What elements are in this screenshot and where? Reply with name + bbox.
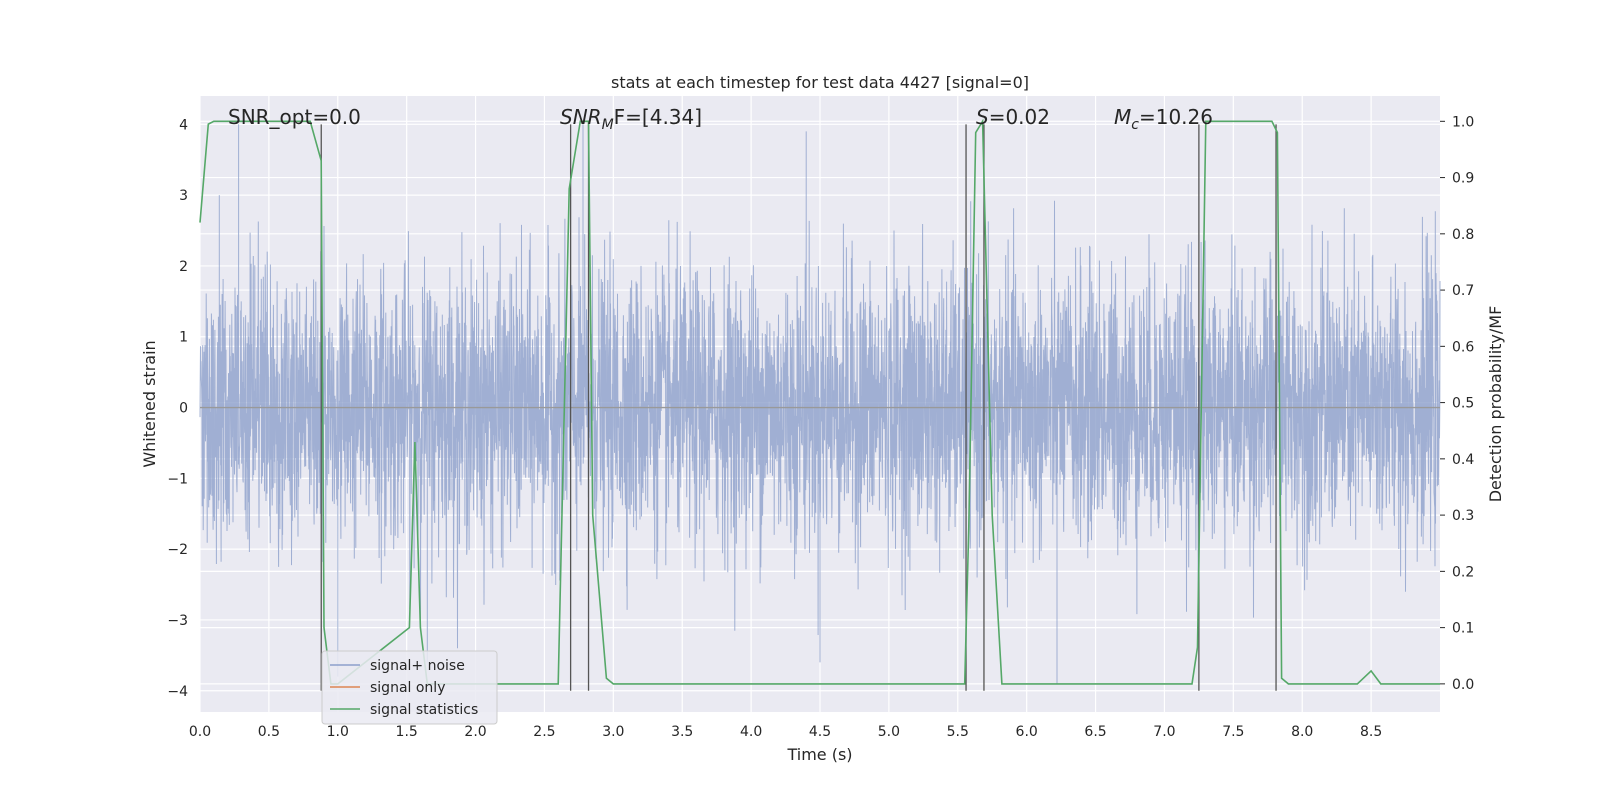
x-tick-label: 0.0 bbox=[189, 724, 211, 740]
x-tick-label: 3.5 bbox=[671, 724, 693, 740]
left-y-tick-labels: 4 3 2 1 0 −1 −2 −3 −4 bbox=[167, 117, 188, 699]
legend-label-signal-statistics: signal statistics bbox=[370, 702, 478, 718]
annotation-snr-opt: SNR_opt=0.0 bbox=[228, 105, 361, 129]
x-tick-label: 5.5 bbox=[947, 724, 969, 740]
legend-label-signal-only: signal only bbox=[370, 680, 445, 696]
left-y-tick-label: 1 bbox=[179, 330, 188, 346]
x-tick-label: 7.0 bbox=[1153, 724, 1175, 740]
legend-label-signal-noise: signal+ noise bbox=[370, 658, 465, 674]
y-axis-label-left: Whitened strain bbox=[140, 340, 159, 467]
right-y-tick-label: 0.9 bbox=[1452, 171, 1474, 187]
x-tick-label: 1.0 bbox=[327, 724, 349, 740]
right-y-tick-label: 0.8 bbox=[1452, 227, 1474, 243]
x-tick-label: 2.0 bbox=[464, 724, 486, 740]
x-axis-label: Time (s) bbox=[786, 745, 852, 764]
annotation-s: S=0.02 bbox=[976, 105, 1050, 129]
x-tick-label: 4.0 bbox=[740, 724, 762, 740]
left-y-tick-label: −2 bbox=[167, 542, 188, 558]
left-y-tick-label: 3 bbox=[179, 188, 188, 204]
y-axis-label-right: Detection probability/MF bbox=[1486, 306, 1505, 503]
x-tick-label: 6.0 bbox=[1016, 724, 1038, 740]
right-y-tick-label: 0.1 bbox=[1452, 621, 1474, 637]
x-tick-label: 4.5 bbox=[809, 724, 831, 740]
right-y-tick-label: 0.4 bbox=[1452, 452, 1474, 468]
annotation-snr-mf: SNRMF=[4.34] bbox=[560, 105, 702, 133]
signal-noise-trace bbox=[199, 124, 1441, 684]
legend-box bbox=[321, 650, 498, 725]
right-y-tick-labels: 1.0 0.9 0.8 0.7 0.6 0.5 0.4 0.3 0.2 0.1 0.0 bbox=[1452, 114, 1474, 693]
x-tick-labels: 0.0 0.5 1.0 1.5 2.0 2.5 3.0 3.5 4.0 4.5 5.0 5.5 6.0 6… bbox=[189, 724, 1382, 740]
right-y-tick-label: 0.2 bbox=[1452, 564, 1474, 580]
left-y-tick-label: −1 bbox=[167, 471, 188, 487]
chart-title: stats at each timestep for test data 442… bbox=[611, 73, 1029, 92]
signal-noise-series bbox=[199, 124, 1441, 684]
right-y-tick-label: 1.0 bbox=[1452, 114, 1474, 130]
left-y-tick-label: 2 bbox=[179, 259, 188, 275]
x-tick-label: 0.5 bbox=[258, 724, 280, 740]
x-tick-label: 8.5 bbox=[1360, 724, 1382, 740]
right-y-tick-label: 0.5 bbox=[1452, 396, 1474, 412]
right-y-tick-label: 0.0 bbox=[1452, 677, 1474, 693]
x-tick-label: 6.5 bbox=[1084, 724, 1106, 740]
legend: signal+ noise signal only signal statist… bbox=[321, 650, 498, 725]
x-tick-label: 1.5 bbox=[396, 724, 418, 740]
left-y-tick-label: 0 bbox=[179, 401, 188, 417]
annotation-mc: Mc=10.26 bbox=[1114, 105, 1213, 133]
right-y-tick-label: 0.3 bbox=[1452, 508, 1474, 524]
left-y-tick-label: −3 bbox=[167, 613, 188, 629]
x-tick-label: 3.0 bbox=[602, 724, 624, 740]
x-tick-label: 7.5 bbox=[1222, 724, 1244, 740]
left-y-tick-label: 4 bbox=[179, 117, 188, 133]
x-tick-label: 2.5 bbox=[533, 724, 555, 740]
x-tick-label: 5.0 bbox=[878, 724, 900, 740]
x-tick-label: 8.0 bbox=[1291, 724, 1313, 740]
left-y-tick-label: −4 bbox=[167, 684, 188, 700]
right-y-tick-label: 0.7 bbox=[1452, 283, 1474, 299]
right-y-tick-label: 0.6 bbox=[1452, 339, 1474, 355]
